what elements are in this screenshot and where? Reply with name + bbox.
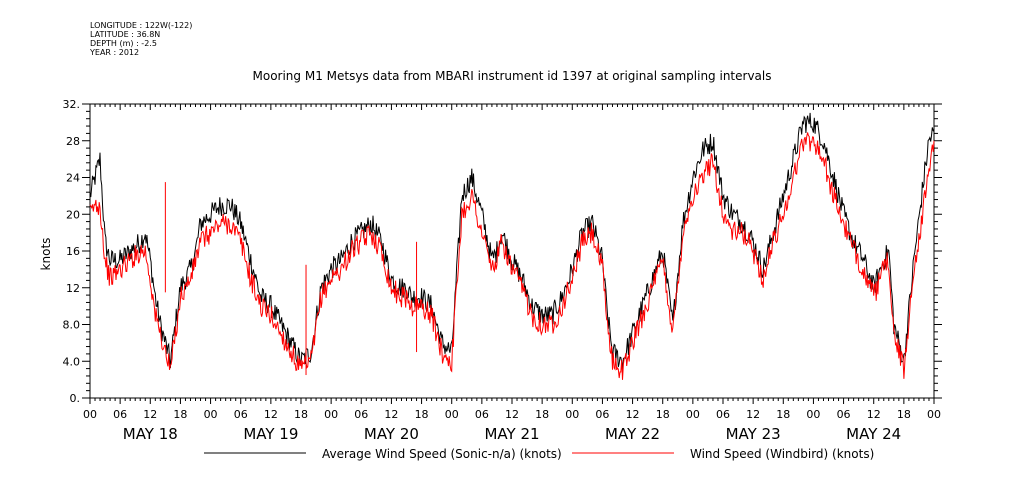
x-tick-label: 00 bbox=[445, 408, 459, 421]
x-tick-label: 06 bbox=[234, 408, 248, 421]
x-tick-label: 18 bbox=[656, 408, 670, 421]
year-label: YEAR : 2012 bbox=[90, 48, 140, 57]
legend-label: Average Wind Speed (Sonic-n/a) (knots) bbox=[322, 447, 562, 461]
x-tick-label: 06 bbox=[837, 408, 851, 421]
y-tick-labels: 0. 4.0 8.0 12 16 20 24 28 32. bbox=[63, 98, 81, 405]
latitude-label: LATITUDE : 36.8N bbox=[90, 30, 161, 39]
day-labels: MAY 18 MAY 19 MAY 20 MAY 21 MAY 22 MAY 23 MAY … bbox=[123, 425, 901, 443]
y-tick-label: 4.0 bbox=[63, 355, 81, 368]
legend-label: Wind Speed (Windbird) (knots) bbox=[690, 447, 874, 461]
x-tick-label: 00 bbox=[324, 408, 338, 421]
depth-label: DEPTH (m) : -2.5 bbox=[90, 39, 157, 48]
y-tick-label: 16 bbox=[66, 245, 80, 258]
x-tick-label: 18 bbox=[897, 408, 911, 421]
x-tick-label: 12 bbox=[264, 408, 278, 421]
y-tick-label: 24 bbox=[66, 172, 80, 185]
x-tick-label: 06 bbox=[354, 408, 368, 421]
x-tick-label: 00 bbox=[204, 408, 218, 421]
chart-title: Mooring M1 Metsys data from MBARI instru… bbox=[253, 69, 772, 83]
x-tick-label: 18 bbox=[294, 408, 308, 421]
y-axis-label: knots bbox=[39, 238, 53, 271]
x-tick-label: 12 bbox=[746, 408, 760, 421]
longitude-label: LONGITUDE : 122W(-122) bbox=[90, 21, 193, 30]
day-label: MAY 24 bbox=[846, 425, 901, 443]
series-lines bbox=[89, 112, 935, 380]
x-tick-label: 12 bbox=[626, 408, 640, 421]
x-tick-label: 06 bbox=[716, 408, 730, 421]
x-tick-label: 00 bbox=[83, 408, 97, 421]
x-tick-label: 06 bbox=[475, 408, 489, 421]
day-label: MAY 22 bbox=[605, 425, 660, 443]
x-tick-label: 12 bbox=[505, 408, 519, 421]
x-tick-label: 00 bbox=[565, 408, 579, 421]
metadata-block: LONGITUDE : 122W(-122) LATITUDE : 36.8N … bbox=[90, 21, 192, 57]
y-tick-label: 8.0 bbox=[63, 319, 81, 332]
day-label: MAY 19 bbox=[243, 425, 298, 443]
day-label: MAY 23 bbox=[726, 425, 781, 443]
x-tick-label: 00 bbox=[806, 408, 820, 421]
x-tick-label: 12 bbox=[143, 408, 157, 421]
day-label: MAY 20 bbox=[364, 425, 419, 443]
axis-ticks bbox=[82, 103, 942, 404]
x-tick-labels: 00 06 12 18 00 06 12 18 00 06 12 18 00 06 12 18 00 06 12 18… bbox=[83, 408, 941, 421]
day-label: MAY 18 bbox=[123, 425, 178, 443]
legend: Average Wind Speed (Sonic-n/a) (knots) Wi… bbox=[204, 447, 874, 461]
x-tick-label: 00 bbox=[686, 408, 700, 421]
plot-frame bbox=[89, 103, 935, 399]
x-tick-label: 00 bbox=[927, 408, 941, 421]
x-tick-label: 18 bbox=[173, 408, 187, 421]
y-tick-label: 32. bbox=[63, 98, 81, 111]
x-tick-label: 12 bbox=[384, 408, 398, 421]
x-tick-label: 18 bbox=[535, 408, 549, 421]
day-label: MAY 21 bbox=[484, 425, 539, 443]
x-tick-label: 18 bbox=[776, 408, 790, 421]
series-line-1 bbox=[89, 112, 935, 371]
y-tick-label: 28 bbox=[66, 135, 80, 148]
x-tick-label: 06 bbox=[113, 408, 127, 421]
series-line-2 bbox=[89, 132, 935, 380]
y-tick-label: 12 bbox=[66, 282, 80, 295]
x-tick-label: 12 bbox=[867, 408, 881, 421]
x-tick-label: 18 bbox=[415, 408, 429, 421]
y-tick-label: 20 bbox=[66, 208, 80, 221]
y-tick-label: 0. bbox=[70, 392, 81, 405]
x-tick-label: 06 bbox=[595, 408, 609, 421]
